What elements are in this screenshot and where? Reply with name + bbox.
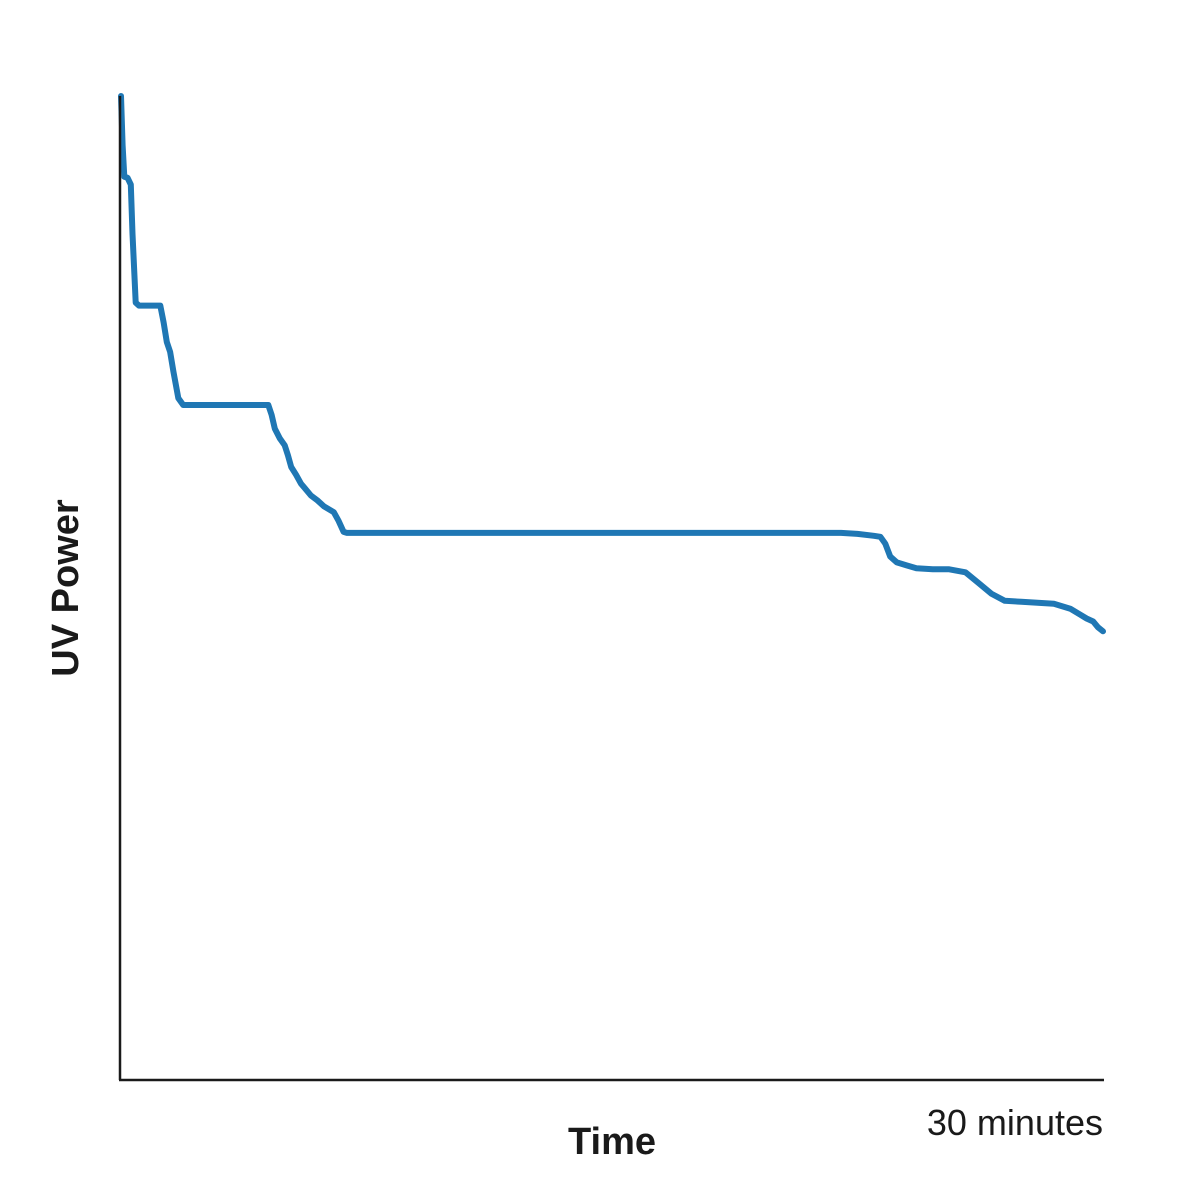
y-axis-title: UV Power — [45, 499, 87, 677]
x-tick-label-end: 30 minutes — [927, 1102, 1103, 1143]
uv-power-series-line — [118, 93, 1106, 635]
x-axis-title: Time — [568, 1121, 656, 1163]
plot-area — [118, 93, 1106, 635]
